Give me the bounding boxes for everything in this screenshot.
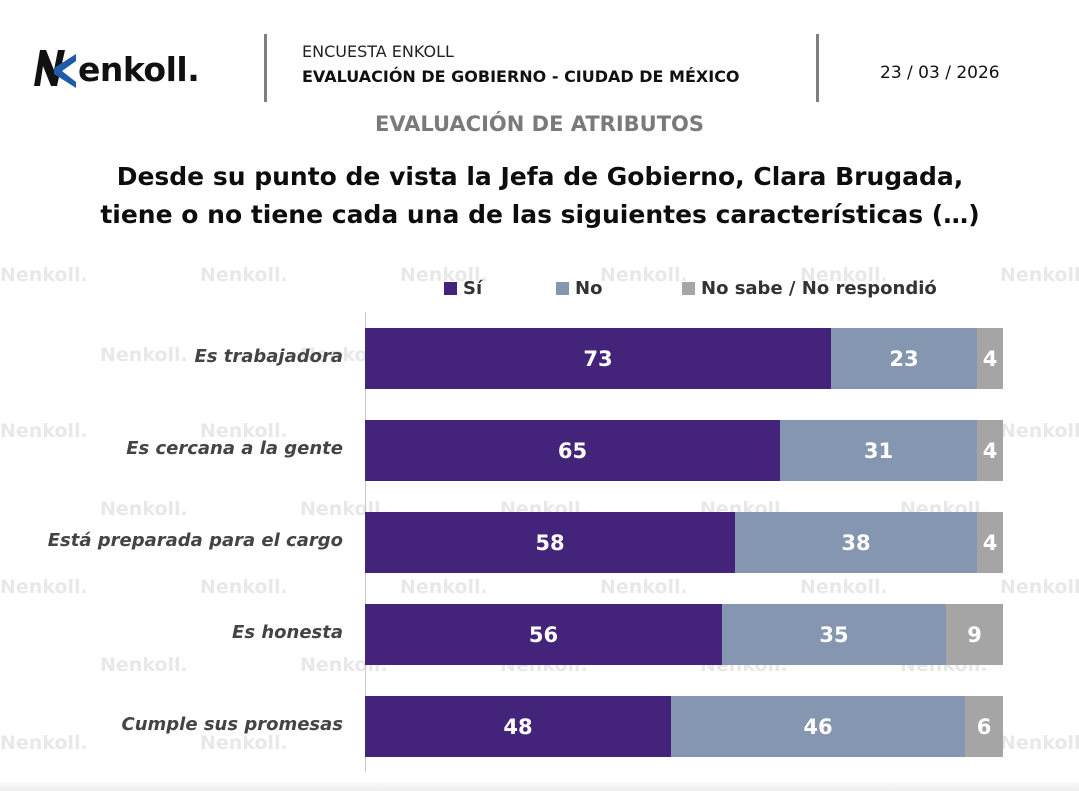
bar-segment: 46 bbox=[671, 696, 965, 757]
header-divider bbox=[264, 34, 267, 102]
data-label: 48 bbox=[503, 714, 533, 739]
watermark-logo: Nenkoll. bbox=[200, 264, 288, 286]
category-label: Es trabajadora bbox=[194, 346, 343, 367]
watermark-logo: Nenkoll. bbox=[100, 498, 188, 520]
watermark-logo: Nenkoll. bbox=[1000, 732, 1079, 754]
survey-title: EVALUACIÓN DE GOBIERNO - CIUDAD DE MÉXIC… bbox=[302, 67, 740, 86]
data-label: 56 bbox=[528, 622, 559, 647]
category-label: Está preparada para el cargo bbox=[47, 530, 343, 551]
question-line-1: Desde su punto de vista la Jefa de Gobie… bbox=[116, 162, 964, 191]
watermark-logo: Nenkoll. bbox=[1000, 576, 1079, 598]
legend-swatch bbox=[444, 281, 457, 295]
legend-swatch bbox=[682, 281, 695, 295]
page-bottom-edge bbox=[0, 782, 1079, 791]
watermark-logo: Nenkoll. bbox=[1000, 264, 1079, 286]
survey-kicker: ENCUESTA ENKOLL bbox=[302, 42, 454, 61]
bar-segment: 38 bbox=[735, 512, 977, 573]
data-label: 73 bbox=[583, 346, 613, 371]
watermark-logo: Nenkoll. bbox=[1000, 420, 1079, 442]
data-label: 65 bbox=[557, 438, 588, 463]
bar-segment: 23 bbox=[831, 328, 977, 389]
bar-segment: 65 bbox=[365, 420, 780, 481]
bar-segment: 35 bbox=[722, 604, 946, 665]
watermark-logo: Nenkoll. bbox=[100, 344, 188, 366]
enkoll-logo: enkoll. bbox=[32, 44, 222, 98]
data-label: 4 bbox=[982, 530, 998, 555]
bar-segment: 58 bbox=[365, 512, 735, 573]
data-label: 35 bbox=[819, 622, 849, 647]
question-text: Desde su punto de vista la Jefa de Gobie… bbox=[60, 158, 1020, 234]
data-label: 9 bbox=[967, 622, 982, 647]
bar-segment: 31 bbox=[780, 420, 977, 481]
logo-wordmark: enkoll. bbox=[78, 50, 200, 89]
enkoll-logo-icon bbox=[34, 50, 76, 88]
survey-date: 23 / 03 / 2026 bbox=[880, 63, 1000, 83]
watermark-logo: Nenkoll. bbox=[0, 420, 88, 442]
category-label: Es cercana a la gente bbox=[126, 438, 343, 459]
bar-segment: 4 bbox=[977, 328, 1003, 389]
bar-segment: 4 bbox=[977, 420, 1003, 481]
watermark-logo: Nenkoll. bbox=[100, 654, 188, 676]
category-label: Es honesta bbox=[232, 622, 343, 643]
bar-segment: 48 bbox=[365, 696, 671, 757]
legend-label: No bbox=[575, 277, 603, 299]
watermark-logo: Nenkoll. bbox=[800, 576, 888, 598]
question-line-2: tiene o no tiene cada una de las siguien… bbox=[100, 200, 980, 229]
watermark-logo: Nenkoll. bbox=[200, 576, 288, 598]
data-label: 58 bbox=[535, 530, 565, 555]
data-label: 4 bbox=[982, 438, 998, 463]
data-label: 23 bbox=[889, 346, 919, 371]
legend-label: Sí bbox=[463, 277, 483, 299]
category-label: Cumple sus promesas bbox=[121, 714, 343, 735]
data-label: 31 bbox=[863, 438, 894, 463]
bar-segment: 9 bbox=[946, 604, 1003, 665]
watermark-logo: Nenkoll. bbox=[0, 576, 88, 598]
watermark-logo: Nenkoll. bbox=[0, 264, 88, 286]
legend-label: No sabe / No respondió bbox=[701, 277, 937, 299]
legend-item: Sí bbox=[444, 276, 482, 300]
watermark-logo: Nenkoll. bbox=[200, 732, 288, 754]
watermark-logo: Nenkoll. bbox=[0, 732, 88, 754]
section-title: EVALUACIÓN DE ATRIBUTOS bbox=[374, 112, 705, 136]
header-divider bbox=[816, 34, 819, 102]
data-label: 38 bbox=[841, 530, 871, 555]
bar-segment: 4 bbox=[977, 512, 1003, 573]
watermark-logo: Nenkoll. bbox=[600, 576, 688, 598]
bar-segment: 56 bbox=[365, 604, 722, 665]
data-label: 4 bbox=[982, 346, 998, 371]
legend-item: No sabe / No respondió bbox=[682, 276, 937, 300]
data-label: 6 bbox=[976, 714, 992, 739]
bar-segment: 6 bbox=[965, 696, 1003, 757]
bar-segment: 73 bbox=[365, 328, 831, 389]
legend-swatch bbox=[556, 281, 569, 295]
watermark-logo: Nenkoll. bbox=[400, 576, 488, 598]
data-label: 46 bbox=[803, 714, 833, 739]
watermark-logo: Nenkoll. bbox=[600, 264, 688, 286]
legend-item: No bbox=[556, 276, 602, 300]
